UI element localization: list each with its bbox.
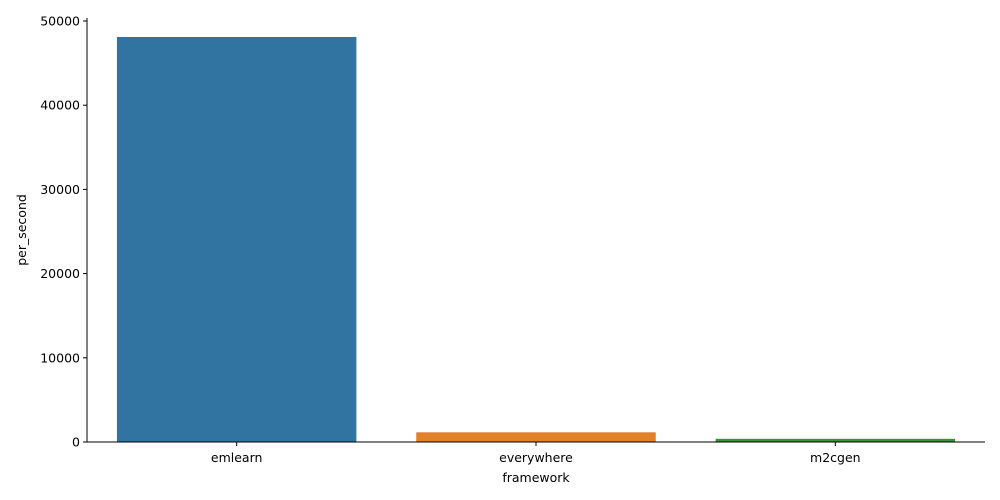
bar-m2cgen	[715, 438, 956, 442]
y-axis-label: per_second	[14, 194, 29, 266]
x-tick-label-emlearn: emlearn	[211, 450, 263, 465]
y-tick-label: 20000	[40, 266, 80, 281]
bar-everywhere	[416, 432, 656, 442]
x-tick-label-everywhere: everywhere	[499, 450, 573, 465]
y-tick-label: 0	[72, 435, 80, 450]
x-tick-label-m2cgen: m2cgen	[810, 450, 861, 465]
y-axis-ticks: 0 10000 20000 30000 40000 50000	[40, 14, 87, 450]
y-tick-label: 10000	[40, 350, 80, 365]
bars-group	[116, 36, 956, 443]
x-axis-label: framework	[502, 470, 570, 485]
y-tick-label: 50000	[40, 14, 80, 29]
bar-emlearn	[116, 36, 357, 443]
y-tick-label: 30000	[40, 182, 80, 197]
x-axis-ticks: emlearn everywhere m2cgen	[211, 442, 861, 465]
y-tick-label: 40000	[40, 98, 80, 113]
